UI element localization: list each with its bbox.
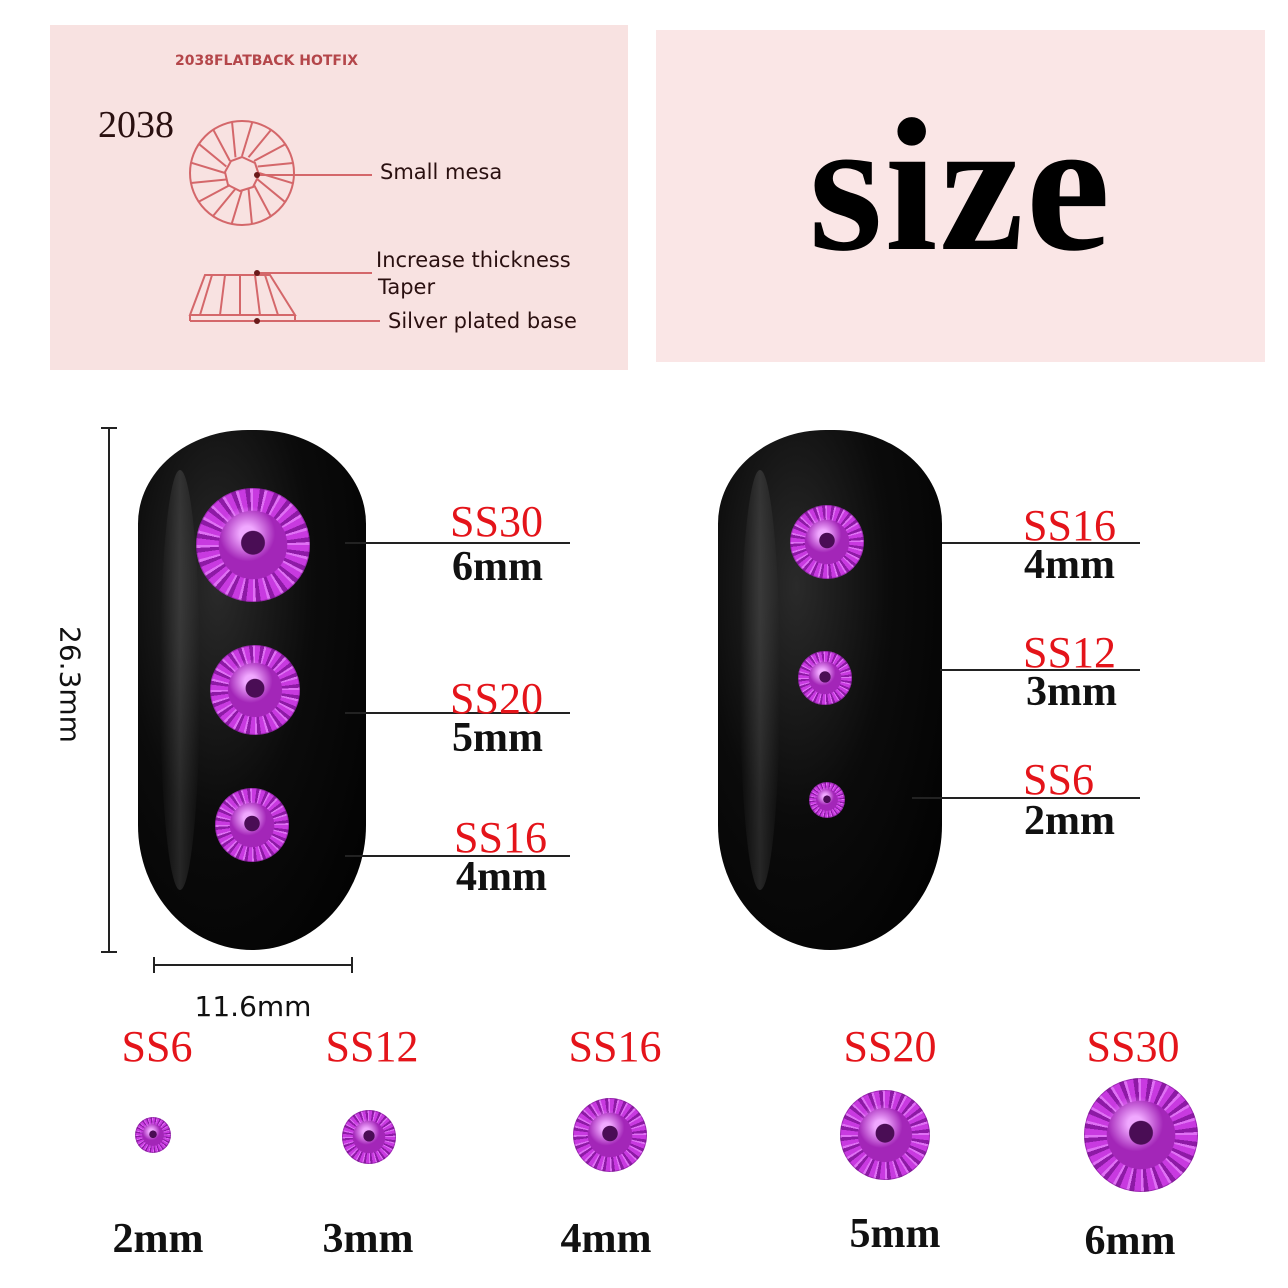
scale-size-label: SS16 [568, 1022, 662, 1071]
label-silver-plated-base: Silver plated base [388, 309, 577, 333]
label-taper: Taper [378, 275, 436, 299]
width-tick-right [351, 957, 353, 973]
leader-line [940, 669, 1140, 671]
size-label: SS12 [1023, 628, 1116, 677]
rhinestone [809, 782, 845, 818]
rhinestone [135, 1117, 171, 1153]
leader-line [345, 712, 570, 714]
label-increase-thickness: Increase thickness [376, 248, 571, 272]
scale-size-label: SS12 [325, 1022, 419, 1071]
size-label: SS30 [450, 497, 543, 546]
rhinestone [342, 1110, 396, 1164]
rhinestone [573, 1098, 647, 1172]
diagram-panel: 2038FLATBACK HOTFIX 2038 Small mesa Incr… [50, 25, 628, 370]
rhinestone [790, 505, 864, 579]
rhinestone-diagram [188, 120, 380, 324]
mm-label: 4mm [456, 854, 547, 900]
scale-mm-label: 3mm [322, 1216, 414, 1262]
height-label: 26.3mm [53, 626, 87, 743]
scale-size-label: SS6 [121, 1022, 193, 1071]
size-label: SS6 [1023, 755, 1094, 804]
mm-label: 4mm [1024, 542, 1115, 588]
headline-panel [656, 30, 1265, 362]
label-small-mesa: Small mesa [380, 160, 503, 184]
size-label: SS20 [450, 674, 543, 723]
scale-mm-label: 6mm [1084, 1218, 1176, 1264]
mm-label: 6mm [452, 544, 543, 590]
rhinestone [798, 651, 852, 705]
size-label: SS16 [454, 813, 547, 862]
leader-line [942, 542, 1140, 544]
leader-line [912, 797, 1140, 799]
width-tick-left [153, 957, 155, 973]
height-tick-top [101, 427, 117, 429]
leader-line [345, 855, 570, 857]
scale-mm-label: 4mm [560, 1216, 652, 1262]
headline: size [808, 81, 1113, 291]
size-label: SS16 [1023, 501, 1116, 550]
width-label: 11.6mm [194, 990, 312, 1023]
rhinestone [215, 788, 289, 862]
mm-label: 2mm [1024, 798, 1115, 844]
width-dimension-line [153, 964, 353, 966]
scale-mm-label: 2mm [112, 1216, 204, 1262]
diagram-header: 2038FLATBACK HOTFIX [175, 53, 358, 69]
mm-label: 3mm [1026, 669, 1117, 715]
scale-size-label: SS30 [1086, 1022, 1180, 1071]
scale-mm-label: 5mm [849, 1211, 941, 1257]
leader-line [345, 542, 570, 544]
height-dimension-line [108, 427, 110, 953]
mm-label: 5mm [452, 715, 543, 761]
scale-size-label: SS20 [843, 1022, 937, 1071]
rhinestone [1084, 1078, 1198, 1192]
model-number: 2038 [98, 104, 174, 146]
height-tick-bottom [101, 951, 117, 953]
rhinestone [196, 488, 310, 602]
rhinestone [840, 1090, 930, 1180]
rhinestone [210, 645, 300, 735]
